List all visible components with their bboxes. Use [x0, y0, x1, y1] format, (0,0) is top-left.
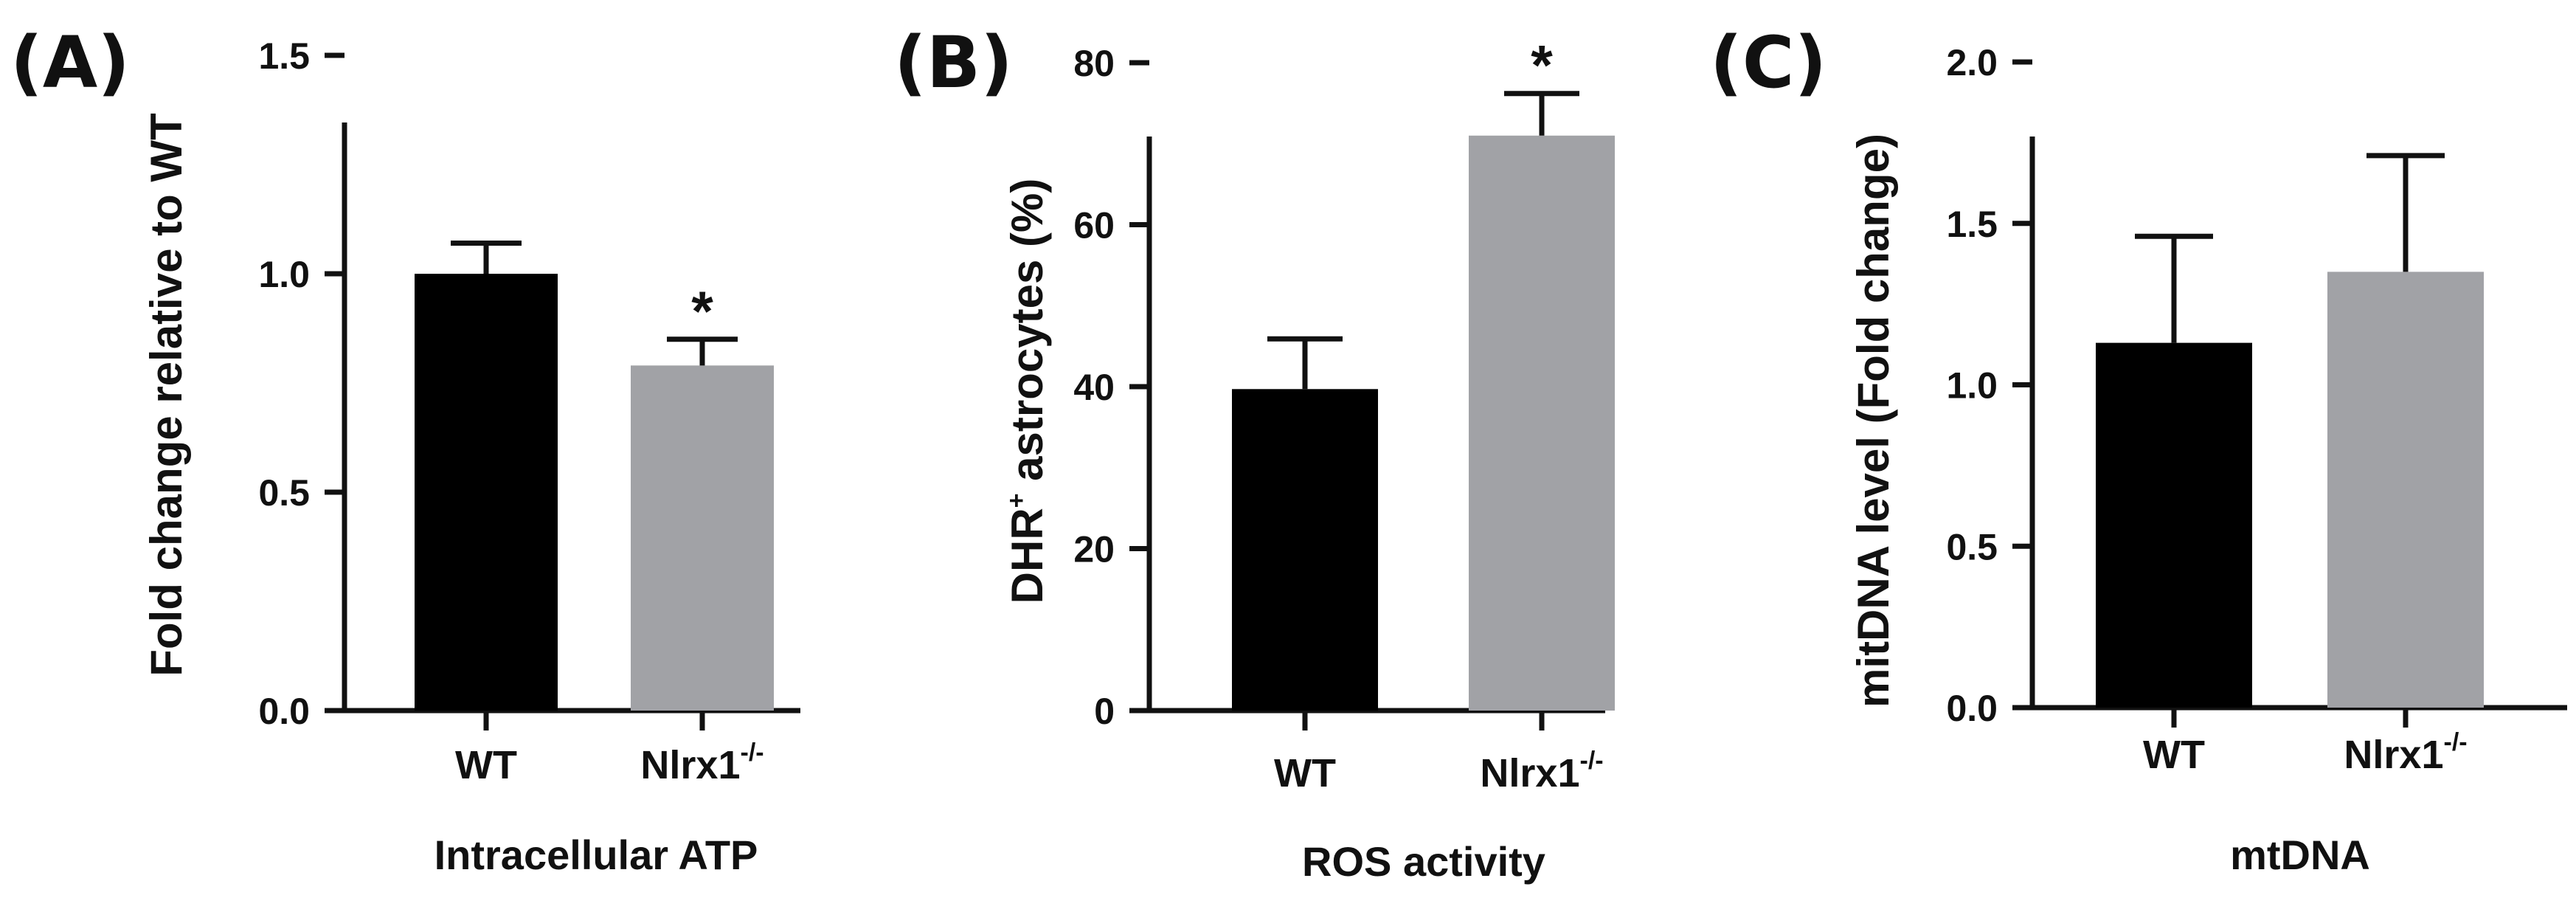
panel-a: (A) Fold change relative to WT 0.0 0.5 1… — [10, 21, 800, 878]
panel-b-bar-nlrx1 — [1469, 135, 1615, 711]
panel-b-bar-wt — [1232, 389, 1378, 711]
panel-c-y-tick-label: 0.5 — [1946, 526, 1998, 567]
panel-c-y-tick-label: 1.0 — [1946, 365, 1998, 407]
panel-a-x-label-nlrx1: Nlrx1-/- — [640, 739, 764, 787]
panel-a-letter: (A) — [10, 21, 130, 104]
panel-b-x-label-wt: WT — [1274, 751, 1336, 795]
panel-b-chart-title: ROS activity — [1302, 838, 1545, 885]
panel-c: (C) mitDNA level (Fold change) 0.0 0.5 1… — [1710, 21, 2567, 878]
panel-b-y-tick-label: 40 — [1073, 367, 1115, 408]
panel-b-y-tick-label: 0 — [1094, 691, 1115, 732]
panel-a-significance-star: * — [691, 280, 713, 343]
panel-c-y-tick-label: 2.0 — [1946, 42, 1998, 83]
panel-a-bar-wt — [415, 274, 558, 711]
panel-b-letter: (B) — [894, 21, 1013, 104]
panel-b-y-tick-label: 60 — [1073, 205, 1115, 246]
panel-c-bar-wt — [2096, 342, 2252, 708]
panel-a-x-label-wt: WT — [455, 743, 517, 787]
panel-c-x-label-nlrx1: Nlrx1-/- — [2344, 728, 2467, 777]
panel-a-y-tick-label: 1.5 — [258, 35, 310, 77]
panel-b: (B) DHR+ astrocytes (%) 0 20 40 60 80 * … — [894, 21, 1615, 885]
panel-b-y-axis-title: DHR+ astrocytes (%) — [1003, 179, 1052, 604]
panel-b-x-label-nlrx1: Nlrx1-/- — [1480, 747, 1603, 795]
panel-a-chart-title: Intracellular ATP — [434, 832, 758, 878]
panel-b-significance-star: * — [1531, 35, 1553, 97]
panel-c-letter: (C) — [1710, 21, 1827, 104]
panel-a-y-tick-label: 1.0 — [258, 254, 310, 295]
panel-c-x-label-wt: WT — [2143, 733, 2205, 777]
panel-a-y-axis-title: Fold change relative to WT — [142, 113, 191, 676]
panel-a-y-tick-label: 0.0 — [258, 691, 310, 732]
panel-a-bar-nlrx1 — [631, 365, 774, 711]
panel-b-y-tick-label: 20 — [1073, 529, 1115, 570]
panel-a-y-tick-label: 0.5 — [258, 472, 310, 514]
panel-c-chart-title: mtDNA — [2230, 832, 2370, 878]
panel-c-y-tick-label: 0.0 — [1946, 688, 1998, 729]
panel-c-y-axis-title: mitDNA level (Fold change) — [1849, 134, 1898, 708]
panel-c-y-tick-label: 1.5 — [1946, 204, 1998, 245]
panel-b-y-tick-label: 80 — [1073, 43, 1115, 84]
panel-c-bar-nlrx1 — [2327, 272, 2484, 708]
